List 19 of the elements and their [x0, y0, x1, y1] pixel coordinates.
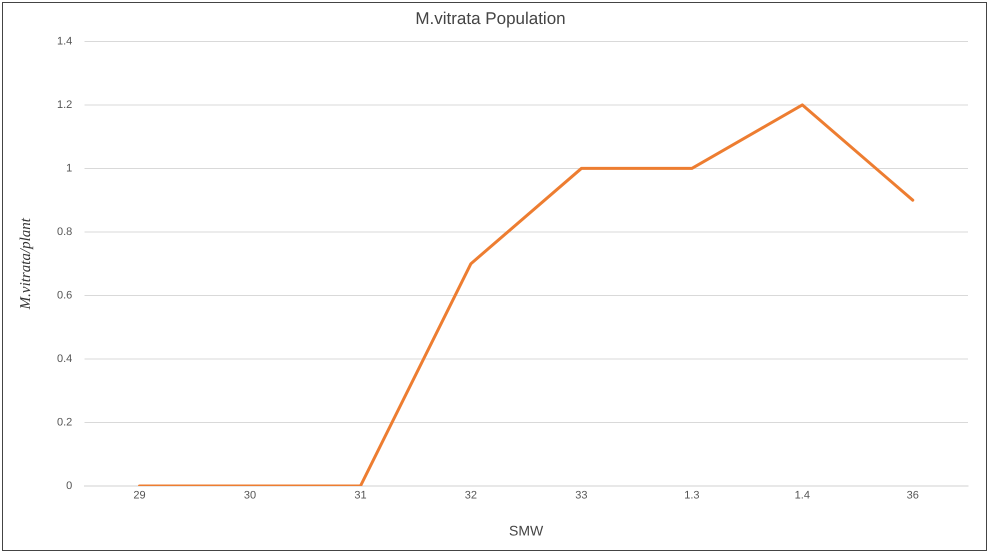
- y-tick-label: 0.2: [56, 416, 72, 429]
- y-axis-title: M.vitrata/plant: [18, 217, 34, 310]
- x-tick-label: 32: [464, 490, 478, 502]
- y-tick-label: 0.8: [56, 226, 72, 238]
- x-tick-label: 1.3: [684, 490, 700, 502]
- x-axis-title: SMW: [509, 522, 544, 538]
- y-tick-label: 0: [66, 480, 72, 492]
- x-tick-label: 1.4: [794, 490, 810, 502]
- y-tick-label: 1.2: [56, 98, 72, 111]
- x-tick-label: 29: [133, 490, 146, 502]
- x-tick-label: 36: [906, 490, 919, 502]
- x-tick-label: 33: [575, 490, 588, 502]
- y-tick-label: 0.4: [56, 353, 72, 366]
- chart-title: M.vitrata Population: [415, 8, 566, 28]
- x-tick-label: 31: [354, 490, 367, 502]
- y-tick-label: 0.6: [56, 289, 72, 302]
- y-tick-label: 1: [66, 162, 72, 174]
- y-tick-label: 1.4: [56, 35, 72, 48]
- x-tick-label: 30: [244, 490, 256, 502]
